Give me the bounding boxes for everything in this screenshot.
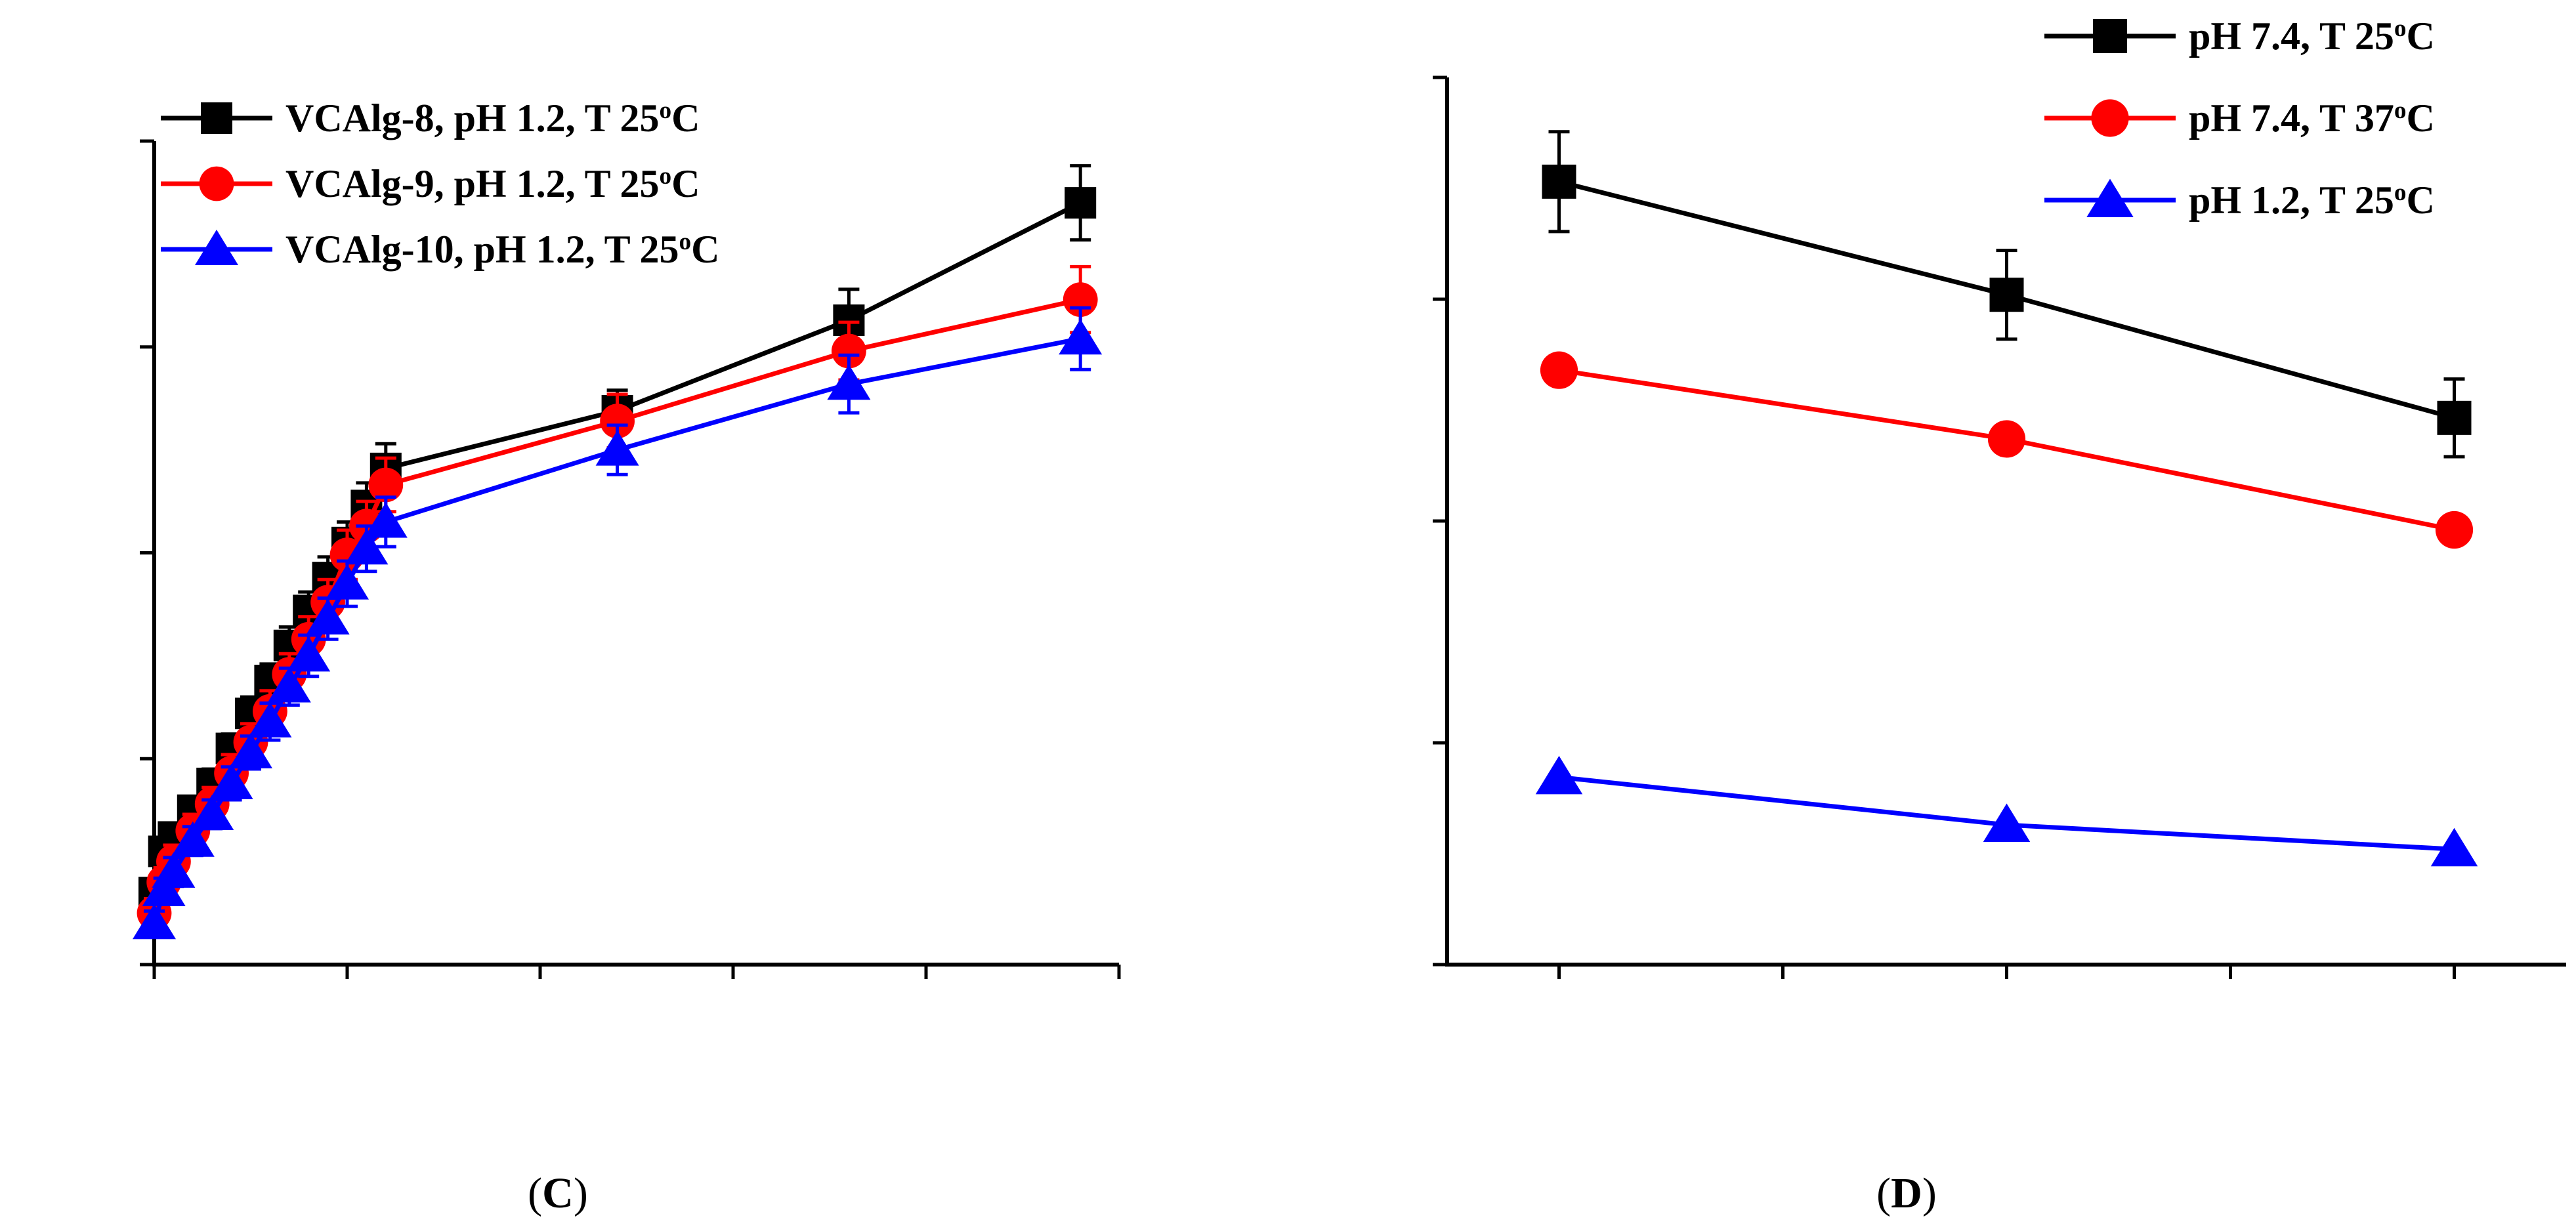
- data-point: [1989, 278, 2024, 312]
- data-point: [287, 636, 331, 672]
- data-point: [368, 467, 404, 503]
- data-point: [595, 430, 639, 466]
- legend-marker: [199, 166, 234, 201]
- data-point: [229, 732, 272, 768]
- data-point: [190, 794, 234, 830]
- data-point: [1535, 755, 1583, 795]
- panel-label-c: (C): [528, 1169, 588, 1217]
- data-point: [1540, 351, 1578, 389]
- series-2: [133, 306, 1103, 940]
- series-2: [1535, 755, 2478, 867]
- data-point: [827, 364, 871, 400]
- series-0: [1542, 130, 2472, 459]
- data-point: [345, 529, 389, 565]
- data-point: [142, 871, 186, 907]
- data-point: [133, 904, 176, 940]
- series-1: [1540, 351, 2474, 549]
- legend-marker: [2093, 19, 2127, 53]
- data-point: [306, 598, 350, 635]
- panel-label-d: (D): [1876, 1169, 1937, 1217]
- legend-label: VCAlg-8, pH 1.2, T 25oC: [285, 96, 700, 140]
- legend-label: pH 7.4, T 37oC: [2189, 96, 2435, 140]
- series-line: [152, 201, 1082, 893]
- data-point: [2435, 511, 2474, 549]
- data-point: [600, 404, 635, 439]
- legend-label: VCAlg-9, pH 1.2, T 25oC: [285, 162, 700, 205]
- data-point: [364, 502, 408, 538]
- data-point: [1059, 319, 1103, 355]
- data-point: [248, 701, 292, 738]
- data-point: [2437, 400, 2472, 435]
- data-point: [152, 852, 196, 888]
- legend-label: pH 7.4, T 25oC: [2189, 14, 2435, 58]
- series-1: [137, 264, 1098, 930]
- data-point: [1987, 420, 2026, 458]
- series-0: [138, 164, 1097, 909]
- legend-marker: [201, 102, 232, 134]
- chart-panel-d: pH 7.4, T 25oC pH 7.4, T 37oC pH 1.2, T 25…: [1433, 14, 2566, 979]
- legend-label: pH 1.2, T 25oC: [2189, 178, 2435, 222]
- data-point: [1065, 187, 1097, 219]
- data-point: [1542, 164, 1576, 199]
- data-point: [832, 333, 866, 369]
- legend-label: VCAlg-10, pH 1.2, T 25oC: [285, 228, 719, 271]
- chart-panel-c: VCAlg-8, pH 1.2, T 25oC VCAlg-9, pH 1.2, …: [133, 96, 1121, 979]
- data-point: [326, 564, 369, 600]
- legend-marker: [2086, 178, 2134, 217]
- data-point: [171, 821, 215, 857]
- legend-marker: [195, 230, 238, 265]
- data-point: [2430, 827, 2478, 867]
- data-point: [267, 667, 311, 703]
- data-point: [209, 763, 253, 799]
- legend-marker: [2091, 99, 2129, 137]
- data-point: [1983, 803, 2031, 843]
